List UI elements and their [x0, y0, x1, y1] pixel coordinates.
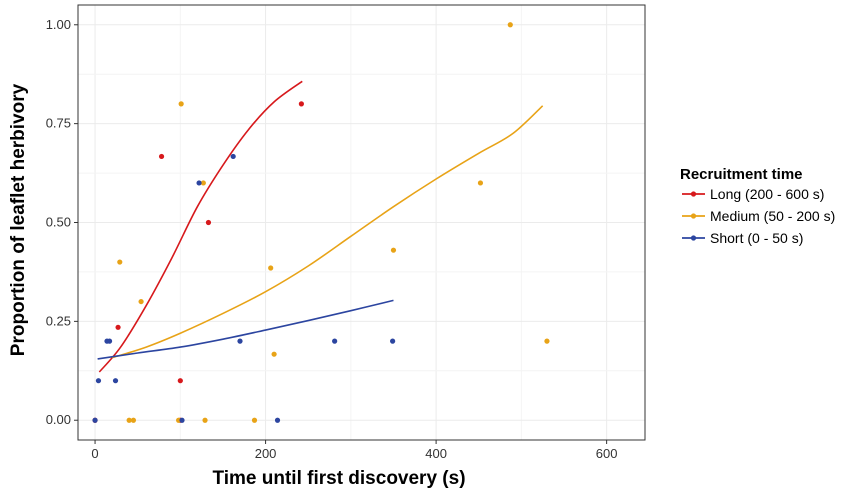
- grid-lines: [78, 5, 645, 440]
- legend-title: Recruitment time: [680, 166, 803, 183]
- x-axis-ticks: 0 200 400 600: [91, 440, 617, 461]
- y-tick-label: 0.00: [46, 412, 71, 427]
- data-point-series-1: [268, 265, 274, 271]
- y-tick-label: 0.50: [46, 215, 71, 230]
- legend-label: Long (200 - 600 s): [710, 186, 824, 202]
- data-point-series-2: [106, 338, 113, 344]
- data-point-series-1: [138, 298, 144, 305]
- data-point-series-1: [178, 101, 184, 107]
- x-tick-label: 400: [425, 446, 447, 461]
- data-point-series-2: [179, 417, 185, 423]
- legend-key-point: [690, 213, 697, 219]
- data-point-series-2: [92, 417, 98, 423]
- data-point-series-1: [507, 22, 513, 28]
- data-point-series-2: [237, 338, 243, 344]
- data-point-series-1: [271, 351, 277, 357]
- y-axis-title: Proportion of leaflet herbivory: [8, 83, 29, 356]
- y-tick-label: 0.25: [46, 313, 71, 328]
- data-point-series-1: [202, 417, 208, 423]
- data-point-series-1: [251, 417, 258, 423]
- data-point-series-0: [158, 153, 165, 160]
- data-point-series-2: [95, 378, 102, 384]
- legend: Recruitment time Long (200 - 600 s) Mediu…: [680, 166, 835, 246]
- legend-key-point: [690, 191, 697, 197]
- data-point-series-2: [230, 153, 236, 160]
- data-point-series-1: [544, 338, 550, 344]
- legend-label: Medium (50 - 200 s): [710, 208, 835, 224]
- data-point-series-1: [477, 180, 484, 186]
- data-point-series-2: [274, 417, 281, 423]
- x-axis-title: Time until first discovery (s): [212, 468, 465, 489]
- data-point-series-2: [196, 180, 202, 186]
- data-point-series-0: [115, 324, 121, 330]
- y-tick-label: 1.00: [46, 17, 71, 32]
- data-point-series-0: [177, 378, 183, 384]
- data-point-series-1: [200, 180, 206, 186]
- fit-line-series-0: [98, 80, 303, 373]
- y-tick-label: 0.75: [46, 116, 71, 131]
- fit-line-series-2: [97, 299, 394, 360]
- data-point-series-0: [205, 219, 212, 226]
- data-point-series-2: [112, 378, 119, 384]
- x-tick-label: 0: [91, 446, 98, 461]
- data-point-series-1: [117, 259, 123, 265]
- y-axis-ticks: 0.00 0.25 0.50 0.75 1.00: [46, 17, 78, 427]
- data-point-series-2: [332, 338, 338, 344]
- legend-label: Short (0 - 50 s): [710, 230, 803, 246]
- data-point-series-1: [126, 417, 132, 423]
- fit-line-series-1: [111, 105, 544, 359]
- data-point-series-1: [390, 247, 397, 253]
- data-point-series-0: [298, 101, 304, 107]
- data-point-series-2: [390, 338, 396, 344]
- data-point-series-1: [130, 417, 137, 423]
- legend-key-point: [690, 235, 697, 241]
- x-tick-label: 200: [255, 446, 277, 461]
- data-points: [92, 22, 550, 423]
- fit-lines: [97, 80, 544, 373]
- x-tick-label: 600: [596, 446, 618, 461]
